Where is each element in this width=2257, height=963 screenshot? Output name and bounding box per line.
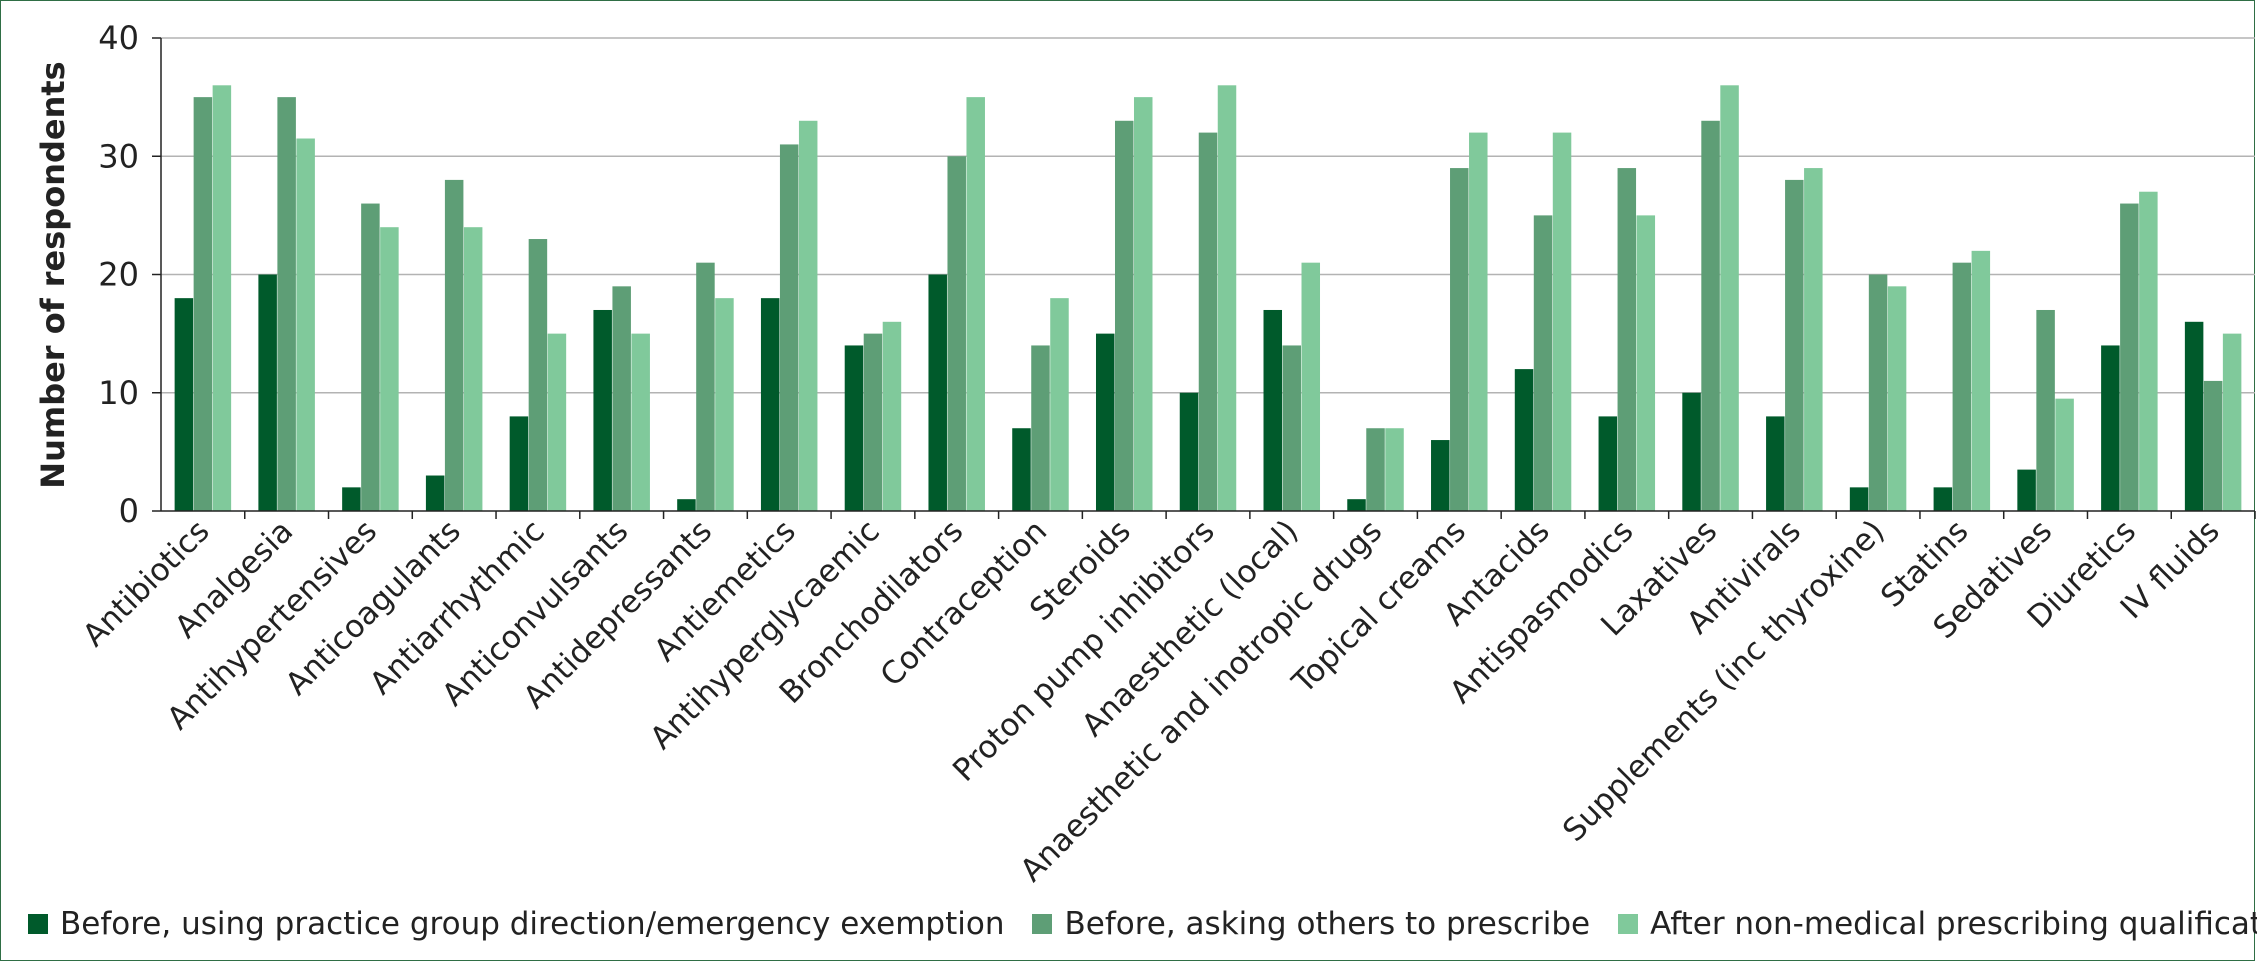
legend-swatch-series-3 bbox=[1618, 914, 1639, 934]
x-tick-labels: AntibioticsAnalgesiaAntihypertensivesAnt… bbox=[76, 513, 2227, 889]
bar-series-2 bbox=[2203, 380, 2223, 511]
bar-series-2 bbox=[193, 97, 213, 512]
bar-series-3 bbox=[1552, 132, 1572, 511]
bar-series-3 bbox=[1050, 298, 1069, 511]
y-tick-label: 40 bbox=[98, 19, 139, 57]
bar-series-3 bbox=[463, 227, 483, 511]
bar-series-1 bbox=[1514, 369, 1534, 511]
bar-series-3 bbox=[1887, 286, 1907, 511]
bar-series-2 bbox=[1366, 428, 1385, 511]
legend-label-series-1: Before, using practice group direction/e… bbox=[60, 906, 1005, 942]
bar-series-3 bbox=[631, 333, 650, 512]
bar-series-3 bbox=[1804, 168, 1823, 511]
legend-swatch-series-2 bbox=[1032, 914, 1053, 934]
y-tick-label: 20 bbox=[98, 256, 139, 294]
legend-item-series-2: Before, asking others to prescribe bbox=[1032, 906, 1590, 942]
bar-series-1 bbox=[1012, 428, 1031, 511]
bar-series-3 bbox=[798, 120, 818, 511]
bar-series-3 bbox=[1301, 262, 1321, 511]
bar-series-1 bbox=[760, 298, 780, 511]
y-tick-label: 30 bbox=[98, 137, 139, 175]
bar-series-3 bbox=[2222, 333, 2242, 512]
bar-series-1 bbox=[928, 274, 947, 511]
y-axis-title: Number of respondents bbox=[34, 61, 72, 488]
legend: Before, using practice group direction/e… bbox=[28, 900, 2257, 948]
bar-series-3 bbox=[212, 85, 232, 512]
bar-series-2 bbox=[1785, 179, 1804, 511]
bar-series-2 bbox=[277, 97, 296, 512]
bar-series-1 bbox=[1263, 309, 1283, 511]
bar-series-2 bbox=[1198, 132, 1218, 511]
bar-series-2 bbox=[1868, 274, 1888, 511]
bar-series-3 bbox=[1636, 215, 1656, 512]
bar-series-1 bbox=[593, 309, 612, 511]
bar-series-1 bbox=[2184, 321, 2204, 511]
bar-series-3 bbox=[2055, 398, 2074, 511]
bar-series-1 bbox=[1431, 440, 1450, 511]
bar-series-3 bbox=[547, 333, 567, 512]
y-tick-label: 10 bbox=[98, 374, 139, 412]
legend-item-series-1: Before, using practice group direction/e… bbox=[28, 906, 1004, 942]
bar-series-1 bbox=[1095, 333, 1115, 512]
bar-series-1 bbox=[425, 475, 445, 511]
bar-series-1 bbox=[1179, 392, 1199, 511]
axes bbox=[152, 37, 2256, 519]
bar-series-2 bbox=[1617, 168, 1637, 511]
bar-series-3 bbox=[1720, 85, 1739, 512]
bar-series-2 bbox=[1952, 262, 1972, 511]
bar-series-2 bbox=[1114, 120, 1134, 511]
bar-series-2 bbox=[863, 333, 883, 512]
bar-series-1 bbox=[342, 487, 361, 511]
bar-series-1 bbox=[677, 499, 696, 511]
bar-series-2 bbox=[2036, 309, 2055, 511]
bar-series-3 bbox=[2139, 191, 2158, 511]
bar-series-2 bbox=[444, 179, 464, 511]
bar-series-3 bbox=[966, 97, 985, 512]
bar-series-2 bbox=[1533, 215, 1553, 512]
bar-series-1 bbox=[174, 298, 194, 511]
bar-series-2 bbox=[528, 239, 548, 511]
bar-series-2 bbox=[779, 144, 799, 511]
bar-series-1 bbox=[1849, 487, 1869, 511]
bar-series-2 bbox=[947, 156, 966, 511]
bar-series-3 bbox=[1469, 132, 1488, 511]
bar-series-1 bbox=[258, 274, 277, 511]
bar-series-1 bbox=[1598, 416, 1618, 511]
bar-series-3 bbox=[296, 138, 315, 511]
y-tick-labels: 0 10 20 30 40 bbox=[98, 19, 139, 530]
bar-series-2 bbox=[1701, 120, 1720, 511]
bar-series-1 bbox=[1933, 487, 1953, 511]
bar-series-1 bbox=[2017, 469, 2036, 511]
bar-series-1 bbox=[509, 416, 529, 511]
bar-series-1 bbox=[844, 345, 864, 511]
bars bbox=[174, 85, 2242, 512]
bar-series-2 bbox=[696, 262, 715, 511]
bar-series-3 bbox=[715, 298, 734, 511]
legend-label-series-2: Before, asking others to prescribe bbox=[1064, 906, 1591, 942]
bar-series-2 bbox=[1031, 345, 1050, 511]
bar-series-3 bbox=[882, 321, 902, 511]
bar-series-3 bbox=[1217, 85, 1237, 512]
bar-series-1 bbox=[1347, 499, 1366, 511]
bar-series-3 bbox=[380, 227, 399, 511]
bar-series-2 bbox=[1282, 345, 1302, 511]
bar-series-1 bbox=[1682, 392, 1701, 511]
bar-series-2 bbox=[612, 286, 631, 511]
y-tick-label: 0 bbox=[119, 492, 139, 530]
bar-series-3 bbox=[1385, 428, 1404, 511]
bar-series-1 bbox=[2101, 345, 2120, 511]
bar-series-3 bbox=[1971, 250, 1991, 511]
bar-series-2 bbox=[2120, 203, 2139, 512]
bar-series-2 bbox=[1450, 168, 1469, 511]
legend-swatch-series-1 bbox=[28, 914, 48, 934]
bar-series-2 bbox=[361, 203, 380, 512]
bar-series-3 bbox=[1133, 97, 1153, 512]
legend-item-series-3: After non-medical prescribing qualificat… bbox=[1618, 906, 2257, 942]
legend-label-series-3: After non-medical prescribing qualificat… bbox=[1650, 906, 2257, 942]
bar-series-1 bbox=[1766, 416, 1785, 511]
